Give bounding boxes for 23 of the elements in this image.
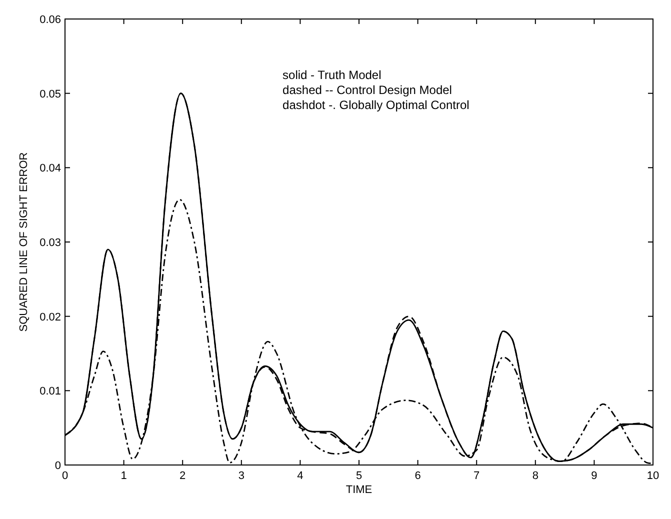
x-tick-label: 0 [62, 470, 68, 482]
annotation: dashed -- Control Design Model [282, 83, 452, 97]
x-tick-label: 2 [180, 470, 186, 482]
y-tick-label: 0.05 [40, 88, 61, 100]
x-tick-label: 7 [474, 470, 480, 482]
annotation: dashdot -. Globally Optimal Control [282, 98, 470, 112]
x-tick-label: 1 [120, 470, 127, 482]
x-axis-title: TIME [346, 484, 372, 496]
x-tick-label: 4 [297, 470, 304, 482]
x-tick-label: 10 [646, 470, 660, 482]
x-tick-label: 6 [414, 470, 421, 482]
y-tick-label: 0.01 [40, 386, 61, 398]
x-tick-label: 5 [356, 470, 362, 482]
y-tick-label: 0.03 [40, 237, 61, 249]
y-axis-title: SQUARED LINE OF SIGHT ERROR [18, 152, 30, 332]
y-tick-label: 0.02 [40, 311, 61, 324]
y-tick-label: 0.04 [40, 162, 61, 175]
x-tick-label: 8 [532, 470, 538, 482]
x-tick-label: 9 [591, 470, 598, 482]
y-tick-label: 0 [54, 460, 61, 472]
annotation: solid - Truth Model [282, 68, 382, 82]
x-tick-label: 3 [238, 470, 244, 482]
y-tick-label: 0.06 [40, 14, 61, 26]
